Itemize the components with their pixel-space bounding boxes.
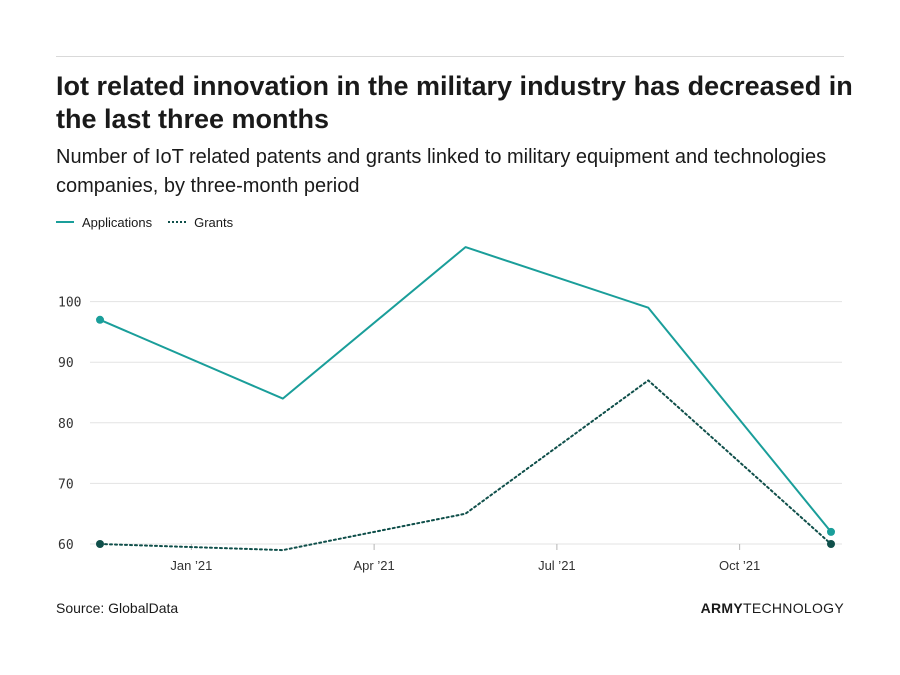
data-point-grants-4: [827, 540, 835, 548]
data-point-grants-0: [96, 540, 104, 548]
brand-light: TECHNOLOGY: [742, 600, 844, 616]
chart-subtitle: Number of IoT related patents and grants…: [56, 146, 827, 197]
x-tick-label-2: Jul ’21: [538, 558, 576, 573]
x-tick-label-3: Oct ’21: [719, 558, 760, 573]
y-tick-label-100: 100: [58, 296, 81, 311]
legend-item-grants: Grants: [168, 215, 233, 230]
series-lines: [99, 246, 832, 552]
x-tick-label-0: Jan ’21: [170, 558, 212, 573]
y-axis-ticks: 60 70 80 90 100: [58, 296, 81, 553]
y-tick-label-80: 80: [58, 417, 74, 432]
y-tick-label-90: 90: [58, 356, 74, 371]
source-note: Source: GlobalData: [56, 600, 179, 616]
chart-title: Iot related innovation in the military i…: [56, 71, 853, 134]
legend: Applications Grants: [56, 212, 249, 232]
brand-strong: ARMY: [700, 600, 743, 616]
x-tick-label-1: Apr ’21: [354, 558, 395, 573]
endpoint-markers: [96, 315, 835, 548]
top-divider: [56, 56, 844, 57]
data-point-applications-4: [827, 527, 835, 536]
brand-logo: ARMYTECHNOLOGY: [701, 600, 844, 616]
series-line-grants: [99, 379, 832, 552]
y-tick-label-60: 60: [58, 538, 74, 553]
y-tick-label-70: 70: [58, 477, 74, 492]
x-axis-ticks: Jan ’21 Apr ’21 Jul ’21 Oct ’21: [170, 544, 760, 573]
data-point-applications-0: [96, 315, 104, 324]
legend-swatch-grants: [168, 221, 187, 223]
legend-label-applications: Applications: [82, 214, 153, 230]
legend-label-grants: Grants: [194, 214, 234, 230]
legend-swatch-applications: [56, 221, 74, 223]
gridlines: [90, 301, 842, 545]
legend-item-applications: Applications: [56, 215, 152, 230]
series-line-applications: [99, 246, 832, 533]
